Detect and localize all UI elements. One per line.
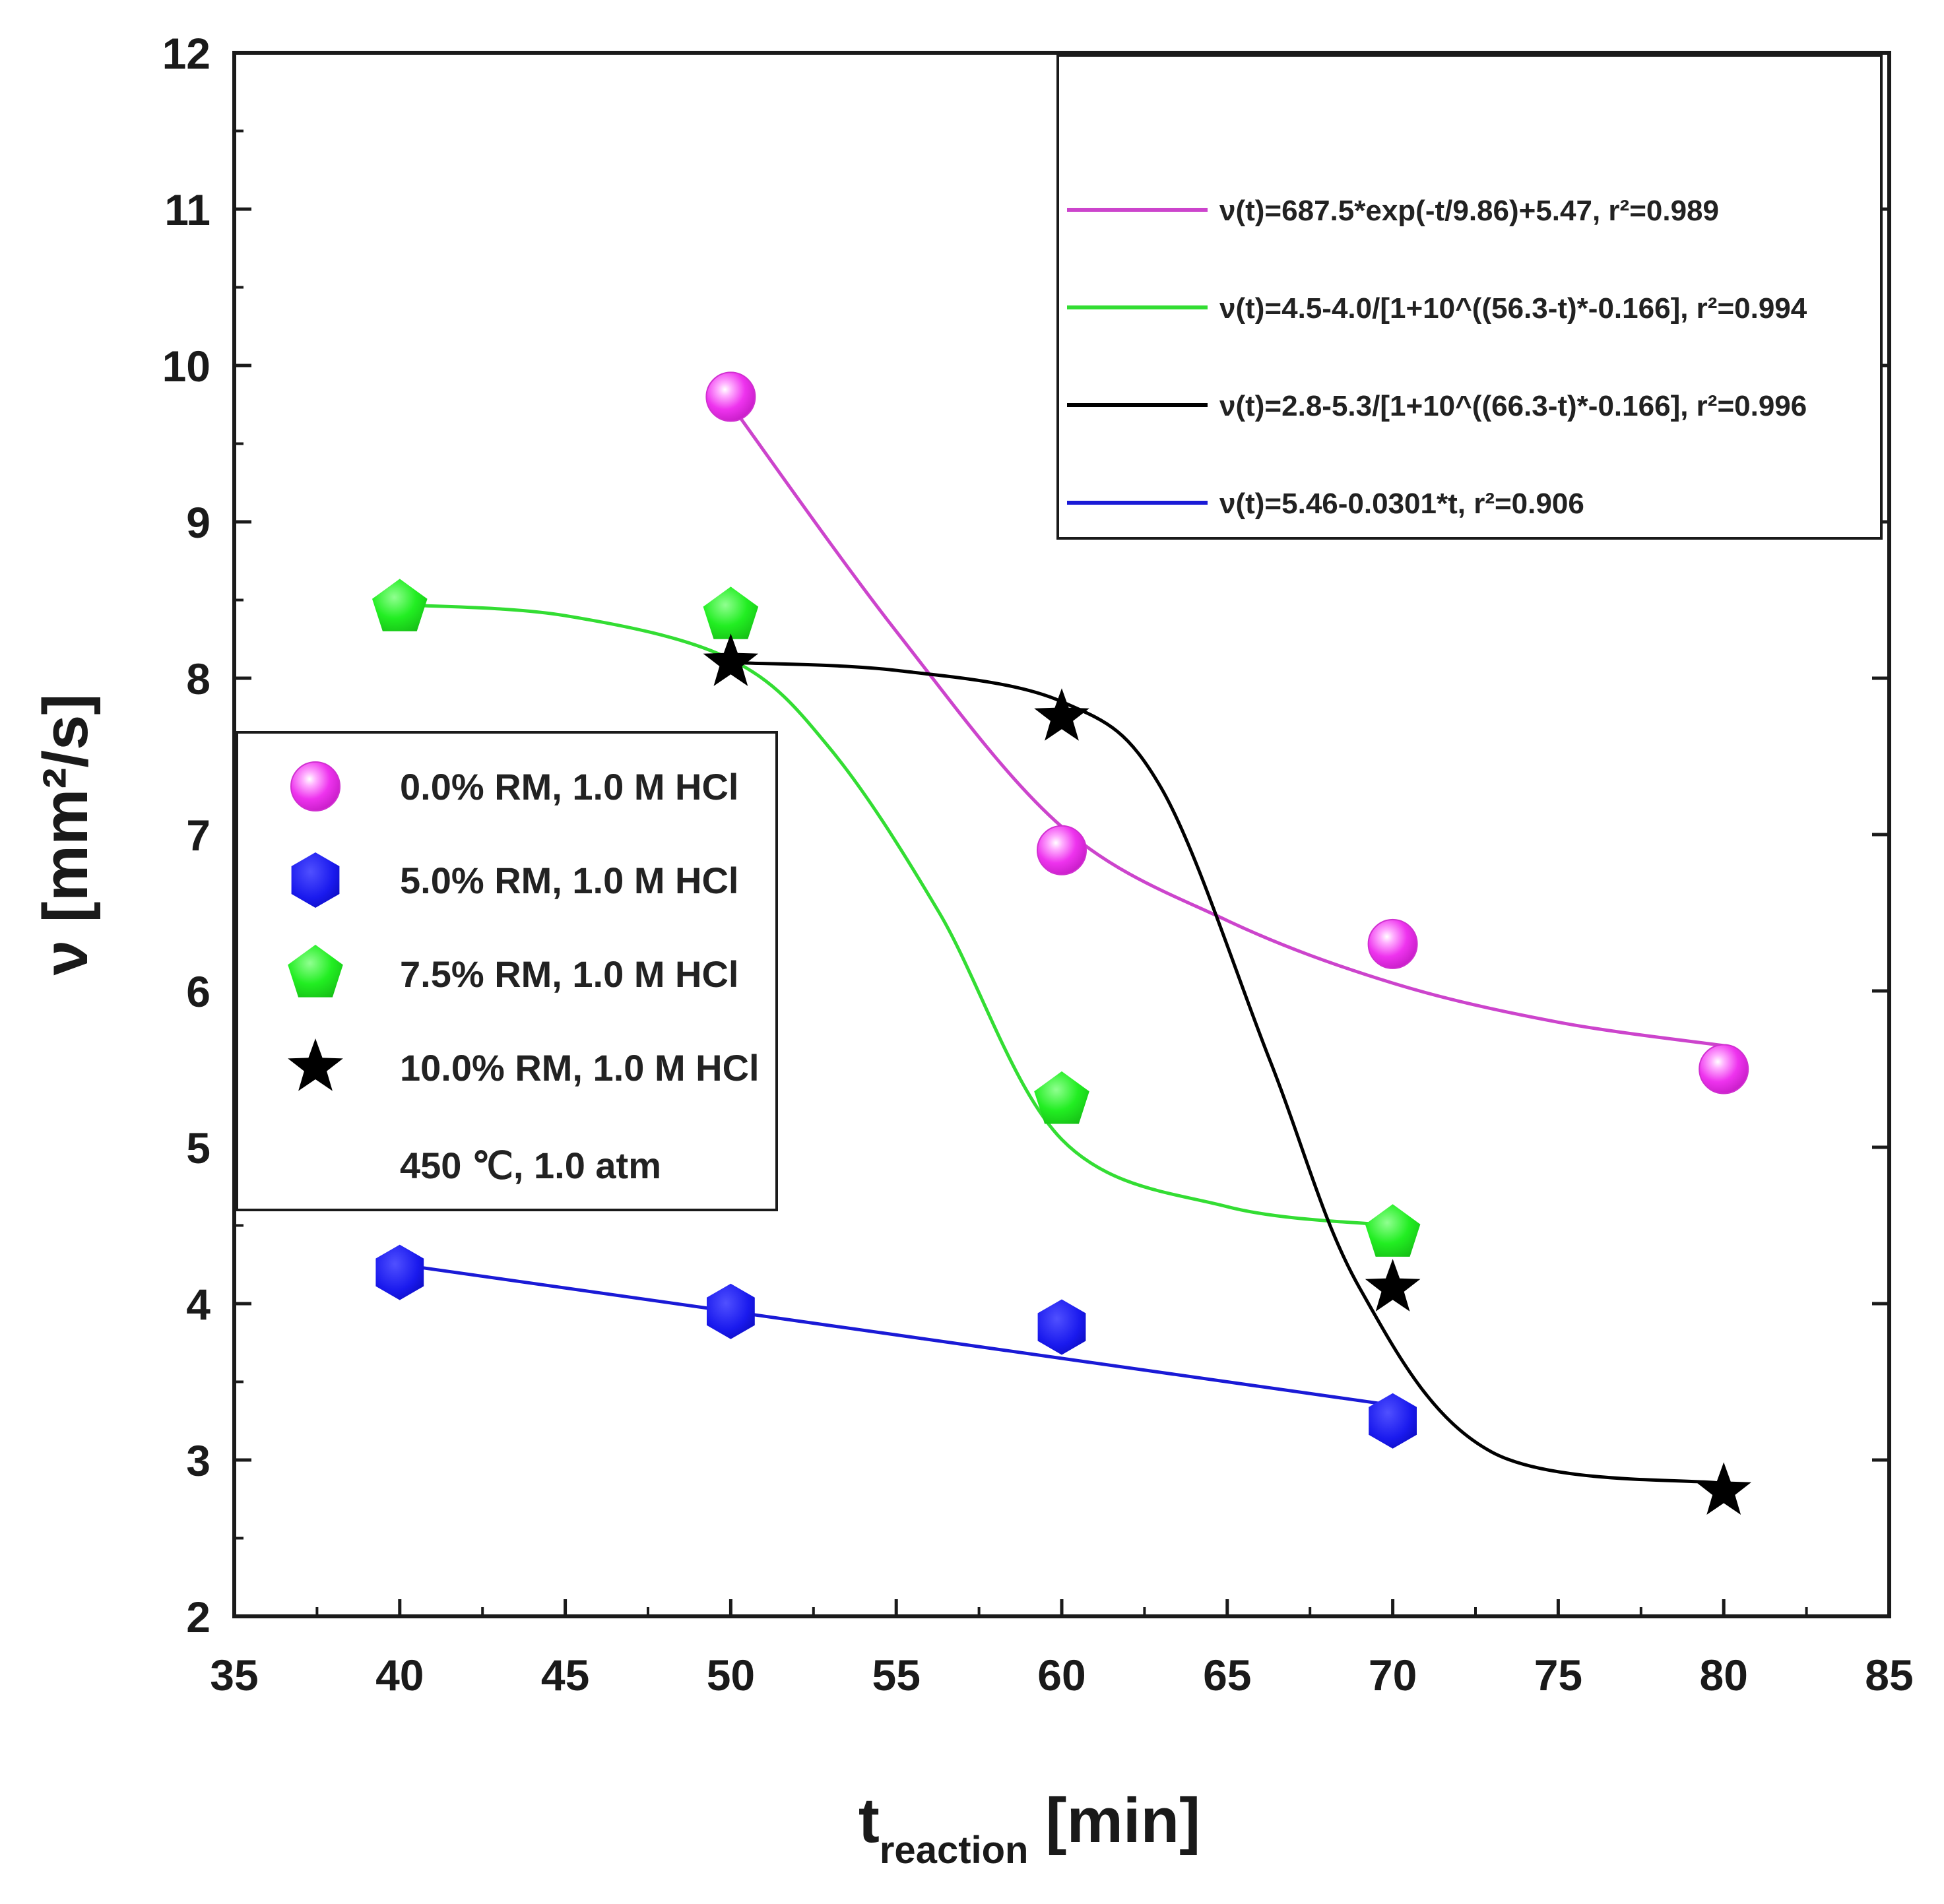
y-axis-tick-labels: 2 3 4 5 6 7 8 9 10 11 12 [162,29,211,1641]
fit-legend-box [1056,54,1883,540]
condition-note: 450 ℃, 1.0 atm [400,1145,661,1186]
fit-legend: ν(t)=687.5*exp(-t/9.86)+5.47, r²=0.989 ν(… [1067,195,1807,520]
legend-marker-star [288,1038,343,1091]
y-tick-label: 11 [164,185,211,234]
fit-legend-label: ν(t)=2.8-5.3/[1+10^((66.3-t)*-0.166], r²… [1219,390,1807,422]
y-tick-label: 10 [162,342,211,391]
y-tick-label: 2 [186,1593,211,1641]
x-tick-label: 70 [1369,1651,1417,1699]
y-tick-label: 4 [186,1280,211,1329]
y-tick-label: 3 [186,1436,211,1485]
fit-legend-label: ν(t)=5.46-0.0301*t, r²=0.906 [1219,488,1584,520]
x-tick-label: 55 [872,1651,920,1699]
series-legend: 0.0% RM, 1.0 M HCl 5.0% RM, 1.0 M HCl 7.5%… [288,761,760,1091]
data-point-hexagon [707,1283,755,1339]
x-tick-label: 75 [1534,1651,1582,1699]
y-tick-label: 9 [186,498,211,547]
data-markers [372,371,1751,1515]
data-point-star [1365,1259,1421,1312]
legend-marker-pentagon [288,945,343,998]
data-point-pentagon [1034,1071,1089,1124]
data-point-sphere [1037,825,1087,875]
x-tick-label: 45 [541,1651,589,1699]
x-tick-label: 60 [1037,1651,1085,1699]
x-tick-label: 85 [1865,1651,1913,1699]
data-point-hexagon [375,1244,424,1300]
data-point-hexagon [1369,1393,1417,1449]
data-point-pentagon [372,579,428,631]
data-point-star [1034,688,1089,741]
fit-curve-series-3 [730,660,1724,1486]
data-point-pentagon [1365,1204,1421,1257]
x-axis-tick-labels: 35 40 45 50 55 60 65 70 75 80 85 [210,1651,1913,1699]
x-tick-label: 35 [210,1651,258,1699]
fit-curves [399,403,1724,1486]
y-tick-label: 6 [186,967,211,1016]
x-tick-label: 50 [707,1651,755,1699]
data-point-sphere [1699,1044,1749,1095]
fit-curve-series-1 [399,1263,1393,1407]
x-axis-title-main: t [859,1785,880,1856]
fit-curve-series-2 [399,603,1393,1227]
legend-label: 10.0% RM, 1.0 M HCl [400,1047,760,1089]
x-axis-title: treaction [min] [859,1785,1200,1872]
x-tick-label: 40 [375,1651,424,1699]
legend-label: 5.0% RM, 1.0 M HCl [400,860,738,901]
x-tick-label: 80 [1699,1651,1747,1699]
y-tick-label: 8 [186,654,211,703]
y-tick-label: 12 [162,29,211,78]
x-tick-label: 65 [1203,1651,1251,1699]
x-axis-ticks [232,1599,1891,1616]
x-axis-title-sub: reaction [880,1829,1029,1872]
legend-marker-sphere [290,761,340,811]
y-tick-label: 5 [186,1124,211,1172]
y-axis-title: ν [mm²/s] [30,694,101,976]
data-point-pentagon [703,587,759,639]
data-point-star [703,633,759,686]
legend-label: 0.0% RM, 1.0 M HCl [400,766,738,808]
data-point-sphere [1367,918,1418,969]
data-point-sphere [705,371,756,422]
data-point-star [1696,1462,1751,1515]
x-axis-title-unit: [min] [1046,1785,1201,1856]
fit-legend-label: ν(t)=687.5*exp(-t/9.86)+5.47, r²=0.989 [1219,195,1719,227]
fit-legend-label: ν(t)=4.5-4.0/[1+10^((56.3-t)*-0.166], r²… [1219,292,1807,325]
legend-label: 7.5% RM, 1.0 M HCl [400,953,738,995]
data-point-hexagon [1037,1299,1086,1355]
fit-curve-series-0 [729,403,1724,1048]
legend-marker-hexagon [291,852,340,908]
y-tick-label: 7 [186,811,211,860]
